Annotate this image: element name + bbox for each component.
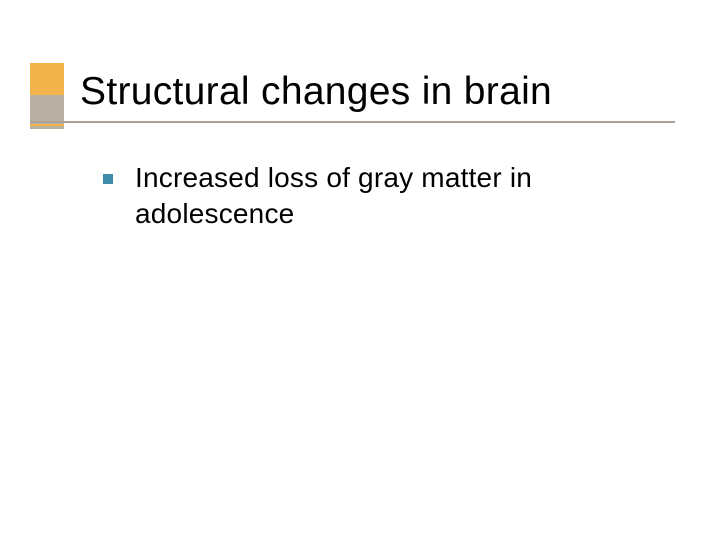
title-underline-accent: [30, 124, 64, 126]
bullet-marker-icon: [103, 174, 113, 184]
bullet-text: Increased loss of gray matter in adolesc…: [135, 160, 625, 233]
slide-title: Structural changes in brain: [80, 70, 552, 114]
title-underline-main: [30, 121, 675, 123]
bullet-item: Increased loss of gray matter in adolesc…: [103, 160, 625, 233]
decoration-square-orange: [30, 63, 64, 97]
